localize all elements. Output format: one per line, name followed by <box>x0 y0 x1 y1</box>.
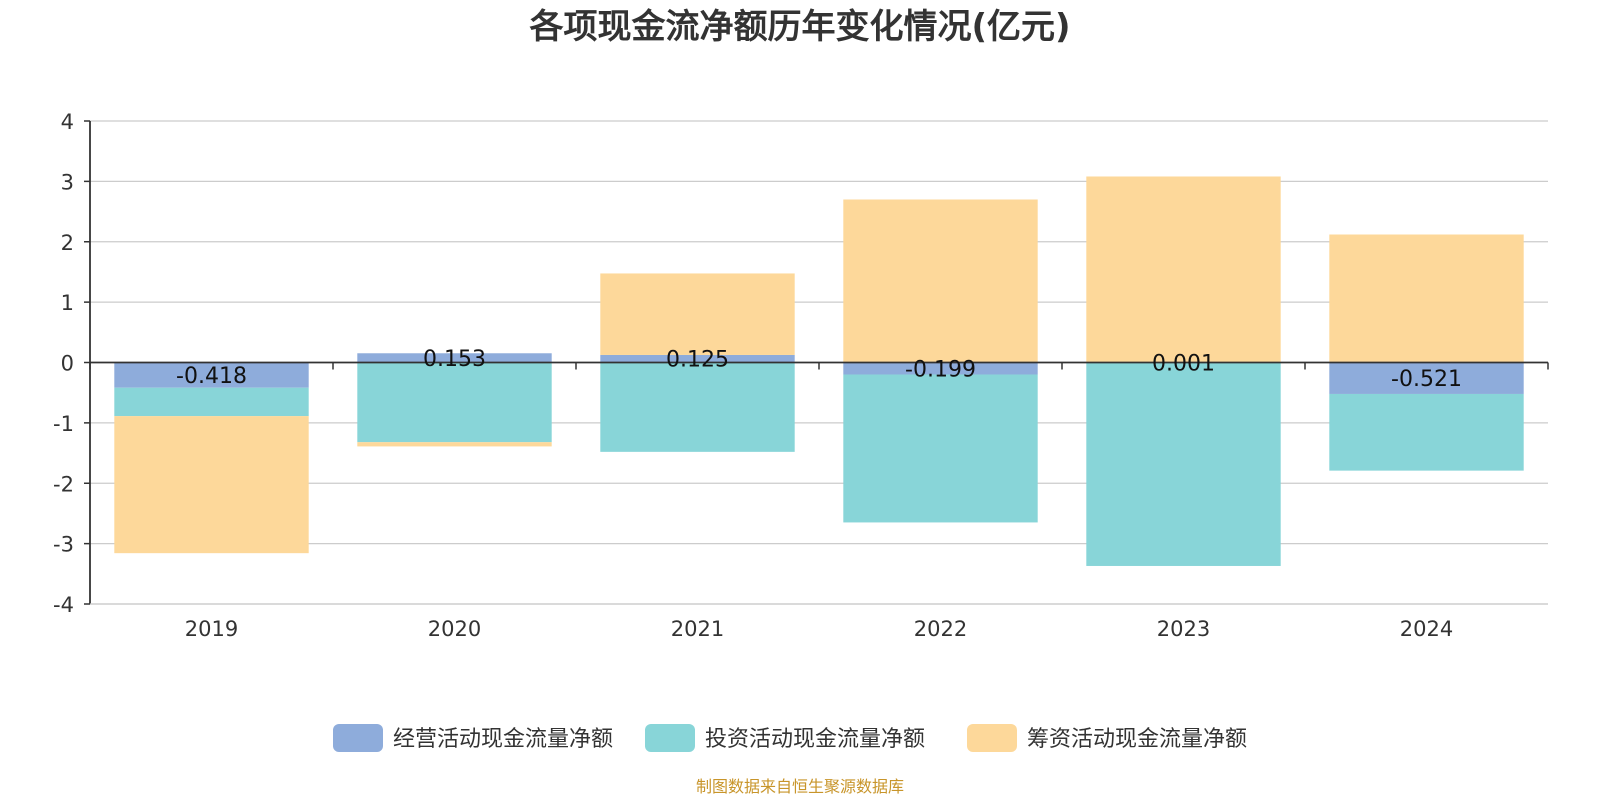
x-tick-label: 2020 <box>428 617 481 641</box>
legend-swatch <box>967 724 1017 752</box>
bar-2022-series-1 <box>843 374 1038 523</box>
data-label: 0.153 <box>423 347 486 372</box>
bar-2020-series-2 <box>357 442 552 447</box>
y-tick-label: -4 <box>53 593 74 617</box>
x-tick-label: 2019 <box>185 617 238 641</box>
y-tick-label: 2 <box>61 231 74 255</box>
source-note: 制图数据来自恒生聚源数据库 <box>696 777 904 796</box>
bar-2024-series-2 <box>1329 234 1524 363</box>
y-tick-label: 3 <box>61 170 74 194</box>
bar-2019-series-2 <box>114 416 309 554</box>
chart-title: 各项现金流净额历年变化情况(亿元) <box>529 7 1070 47</box>
y-tick-label: -2 <box>53 472 74 496</box>
bar-2021-series-2 <box>600 273 795 355</box>
bars <box>114 176 1524 566</box>
y-tick-label: -3 <box>53 533 74 557</box>
data-label: 0.125 <box>666 348 729 373</box>
data-labels: -0.418 0.153 0.125 -0.199 0.001 -0.521 <box>176 347 1462 392</box>
x-tick-label: 2021 <box>671 617 724 641</box>
legend-item[interactable]: 投资活动现金流量净额 <box>645 724 925 752</box>
data-label: -0.418 <box>176 364 247 389</box>
data-label: 0.001 <box>1152 351 1215 376</box>
bar-2019-series-1 <box>114 387 309 417</box>
y-tick-label: -1 <box>53 412 74 436</box>
data-label: -0.521 <box>1391 367 1462 392</box>
bar-2022-series-0 <box>843 362 1038 375</box>
bar-2019-series-0 <box>114 362 309 388</box>
legend-label: 筹资活动现金流量净额 <box>1027 727 1247 752</box>
bar-2024-series-1 <box>1329 393 1524 471</box>
x-tick-label: 2022 <box>914 617 967 641</box>
legend-label: 投资活动现金流量净额 <box>705 727 925 752</box>
legend: 经营活动现金流量净额 投资活动现金流量净额 筹资活动现金流量净额 <box>333 724 1247 752</box>
legend-label: 经营活动现金流量净额 <box>393 727 613 752</box>
legend-item[interactable]: 经营活动现金流量净额 <box>333 724 613 752</box>
data-label: -0.199 <box>905 358 976 383</box>
grid-lines <box>90 120 1548 605</box>
legend-item[interactable]: 筹资活动现金流量净额 <box>967 724 1247 752</box>
bar-2020-series-0 <box>357 353 552 363</box>
legend-swatch <box>333 724 383 752</box>
bar-2022-series-2 <box>843 199 1038 363</box>
axes: 4 3 2 1 0 -1 -2 -3 -4 2019 2020 2021 2022 2023 2024 <box>53 110 1549 641</box>
bar-2023-series-1 <box>1086 362 1281 566</box>
legend-swatch <box>645 724 695 752</box>
x-tick-label: 2024 <box>1400 617 1453 641</box>
bar-2021-series-0 <box>600 354 795 363</box>
bar-2024-series-0 <box>1329 362 1524 394</box>
bar-2023-series-2 <box>1086 176 1281 363</box>
x-tick-label: 2023 <box>1157 617 1210 641</box>
y-tick-label: 4 <box>61 110 74 134</box>
y-tick-label: 0 <box>61 352 74 376</box>
bar-2020-series-1 <box>357 362 552 443</box>
bar-2021-series-1 <box>600 362 795 452</box>
y-tick-label: 1 <box>61 291 74 315</box>
